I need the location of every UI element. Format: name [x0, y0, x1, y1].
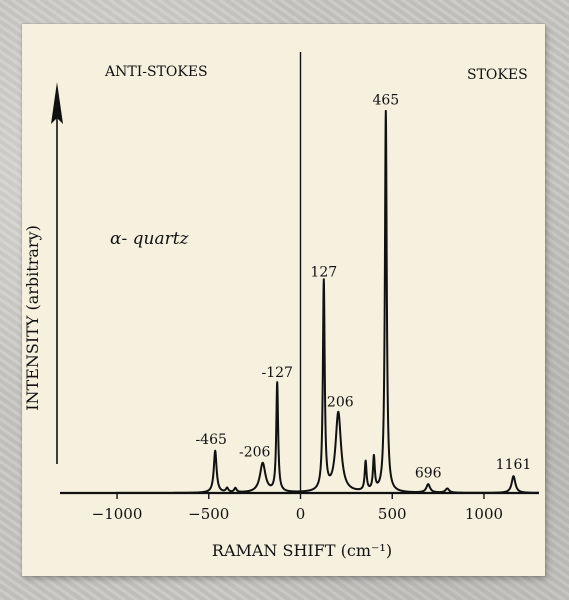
- raman-chart: −1000 −500 0 500 1000 -465 -206 -127 127 206 465 6…: [23, 52, 540, 560]
- peak-label: -465: [195, 432, 226, 448]
- peak-label: 696: [415, 466, 442, 482]
- chart-title: α- quartz: [110, 229, 190, 249]
- intensity-arrow-head: [51, 82, 63, 124]
- axis-layer: −1000 −500 0 500 1000: [51, 52, 539, 523]
- x-tick-label: 500: [378, 505, 407, 523]
- peak-label: 127: [310, 265, 337, 281]
- peak-label-layer: -465 -206 -127 127 206 465 696 1161: [195, 93, 531, 482]
- x-tick-label: −1000: [92, 505, 143, 523]
- region-label-stokes: STOKES: [467, 67, 528, 83]
- peak-label: -206: [239, 445, 271, 461]
- peak-label: -127: [261, 365, 292, 381]
- peak-label: 206: [327, 394, 354, 410]
- peak-label: 465: [372, 93, 399, 109]
- peak-label: 1161: [496, 457, 532, 473]
- region-label-anti-stokes: ANTI-STOKES: [104, 64, 208, 80]
- chart-panel: −1000 −500 0 500 1000 -465 -206 -127 127 206 465 6…: [22, 24, 545, 576]
- x-tick-label: −500: [188, 505, 229, 523]
- x-axis-label: RAMAN SHIFT (cm⁻¹): [212, 541, 392, 560]
- x-tick-label: 0: [296, 505, 306, 523]
- x-tick-label: 1000: [465, 505, 503, 523]
- y-axis-label: INTENSITY (arbitrary): [23, 225, 42, 411]
